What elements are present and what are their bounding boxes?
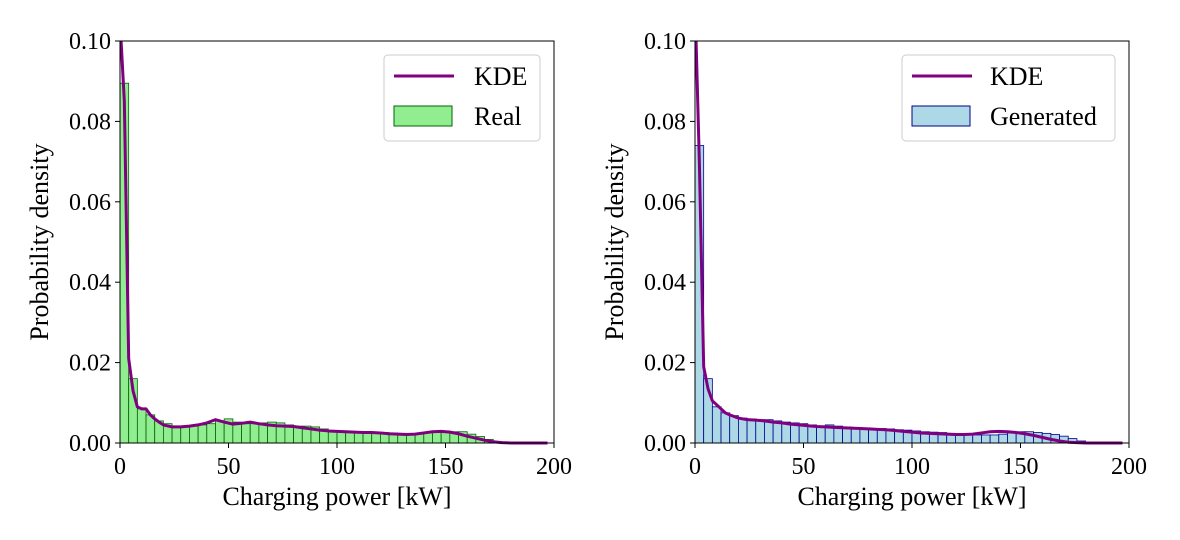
x-tick-label-real: 50	[217, 454, 241, 480]
y-tick-label-real: 0.02	[69, 351, 111, 377]
histogram-bar-generated	[981, 434, 991, 444]
y-axis-title-generated: Probability density	[600, 143, 629, 340]
histogram-bar-generated	[989, 434, 1000, 444]
x-axis-title-real: Charging power [kW]	[222, 482, 451, 511]
histogram-bar-generated	[720, 412, 731, 444]
legend-kde-label-generated: KDE	[990, 62, 1043, 91]
histogram-bar-real	[197, 424, 208, 444]
x-tick-label-generated: 100	[894, 454, 930, 480]
histogram-bar-real	[180, 425, 190, 444]
x-tick-label-real: 0	[114, 454, 126, 480]
histogram-bar-generated	[850, 427, 861, 444]
histogram-bar-generated	[729, 415, 739, 444]
y-tick-label-real: 0.10	[69, 29, 111, 55]
legend-kde-label-real: KDE	[474, 62, 527, 91]
chart-panel-generated: 0 50 100 150 200 0.00 0.02 0.04 0.06 0.08 0.10 Cha…	[600, 29, 1147, 511]
x-tick-label-real: 150	[428, 454, 464, 480]
histogram-bar-generated	[859, 428, 869, 444]
histogram-bar-real	[432, 431, 442, 444]
y-tick-label-real: 0.04	[69, 270, 111, 296]
y-tick-label-generated: 0.02	[644, 351, 686, 377]
legend-hist-label-generated: Generated	[990, 102, 1097, 131]
x-tick-label-generated: 50	[792, 454, 816, 480]
histogram-bar-real	[206, 423, 216, 444]
legend-hist-label-real: Real	[474, 102, 522, 131]
histogram-bar-generated	[816, 425, 826, 444]
y-tick-label-generated: 0.04	[644, 270, 686, 296]
histogram-bar-real	[249, 423, 260, 444]
legend-generated: KDE Generated	[901, 54, 1116, 142]
histogram-bar-real	[171, 425, 182, 444]
y-tick-label-real: 0.00	[69, 431, 111, 457]
x-tick-label-generated: 0	[689, 454, 701, 480]
histogram-bar-real	[189, 425, 199, 444]
axis-ticks-real: 0 50 100 150 200 0.00 0.02 0.04 0.06 0.08 0.10	[69, 29, 572, 480]
chart-panel-real: 0 50 100 150 200 0.00 0.02 0.04 0.06 0.08 0.10 Cha…	[25, 29, 572, 511]
y-tick-label-generated: 0.06	[644, 190, 686, 216]
legend-real: KDE Real	[383, 54, 541, 142]
histogram-bar-generated	[998, 433, 1008, 444]
kde-line-real	[119, 40, 548, 445]
y-tick-label-generated: 0.10	[644, 29, 686, 55]
histogram-bar-generated	[738, 417, 748, 444]
histogram-bar-generated	[746, 418, 757, 444]
x-tick-label-real: 200	[536, 454, 572, 480]
y-tick-label-real: 0.06	[69, 190, 111, 216]
histogram-bar-generated	[972, 434, 982, 444]
x-tick-label-generated: 200	[1111, 454, 1147, 480]
kde-line-generated	[694, 40, 1123, 445]
histogram-bar-real	[136, 408, 147, 444]
y-axis-title-real: Probability density	[25, 143, 54, 340]
histogram-bar-real	[241, 423, 251, 444]
histogram-bar-generated	[868, 428, 878, 444]
histogram-bar-real	[423, 432, 433, 444]
x-axis-title-generated: Charging power [kW]	[797, 482, 1026, 511]
histogram-bar-generated	[711, 406, 722, 444]
histogram-bar-generated	[1007, 432, 1017, 444]
legend-hist-swatch-generated	[911, 105, 971, 127]
histogram-bar-generated	[755, 419, 765, 444]
legend-hist-swatch-real	[393, 105, 453, 127]
y-tick-label-generated: 0.08	[644, 109, 686, 135]
x-tick-label-generated: 150	[1003, 454, 1039, 480]
x-tick-label-real: 100	[319, 454, 355, 480]
y-tick-label-real: 0.08	[69, 109, 111, 135]
y-tick-label-generated: 0.00	[644, 431, 686, 457]
histogram-bar-real	[215, 420, 225, 444]
axis-ticks-generated: 0 50 100 150 200 0.00 0.02 0.04 0.06 0.08 0.10	[644, 29, 1147, 480]
